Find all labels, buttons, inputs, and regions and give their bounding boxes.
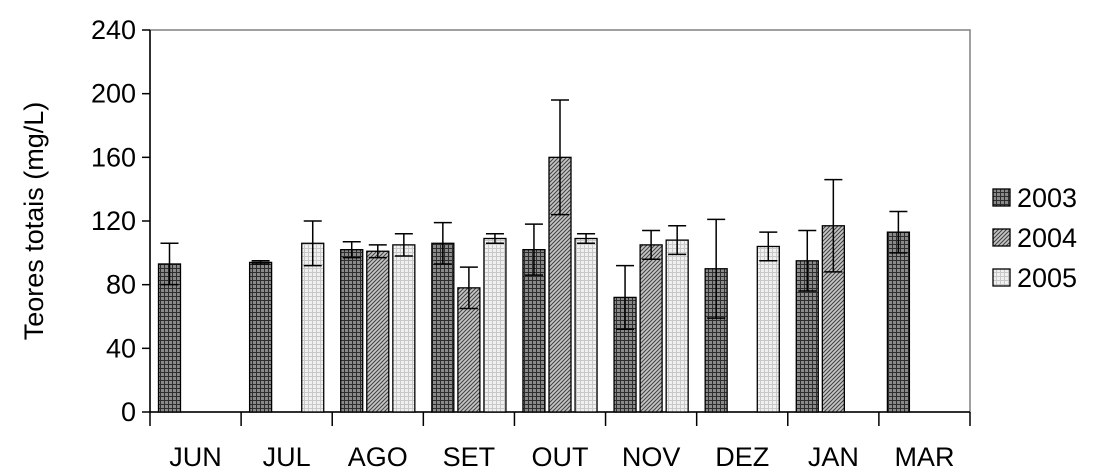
- x-tick-label: AGO: [348, 442, 408, 472]
- y-axis-title: Teores totais (mg/L): [19, 102, 49, 341]
- y-tick-label: 0: [121, 397, 136, 427]
- legend-swatch-2004: [992, 228, 1011, 247]
- x-axis-ticks: JUN JUL AGO SET OUT NOV DEZ JAN MAR: [149, 412, 971, 472]
- error-bars: [160, 99, 908, 330]
- y-tick-label: 160: [91, 142, 136, 172]
- bar-2005-nov: [665, 239, 689, 413]
- bar-2004-nov: [639, 244, 663, 413]
- bar-2004-ago: [366, 250, 390, 413]
- legend-label-2005: 2005: [1017, 263, 1077, 293]
- y-tick-label: 80: [106, 270, 136, 300]
- y-axis-ticks: 0 40 80 120 160 200 240: [91, 15, 150, 427]
- bar-2005-out: [574, 237, 598, 413]
- x-tick-label: SET: [443, 442, 496, 472]
- x-tick-label: JUL: [263, 442, 311, 472]
- x-tick-label: DEZ: [715, 442, 769, 472]
- bar-2003-ago: [340, 248, 364, 413]
- y-tick-label: 200: [91, 79, 136, 109]
- x-tick-label: NOV: [622, 442, 681, 472]
- y-tick-label: 240: [91, 15, 136, 45]
- bar-2003-set: [431, 242, 455, 413]
- legend-swatch-2003: [992, 188, 1011, 207]
- bar-2005-set: [483, 237, 507, 413]
- legend-label-2003: 2003: [1017, 183, 1077, 213]
- bar-2005-ago: [392, 244, 416, 413]
- bar-2003-mar: [886, 231, 911, 413]
- legend-label-2004: 2004: [1017, 223, 1077, 253]
- bar-2005-dez: [756, 245, 780, 413]
- legend: 2003 2004 2005: [992, 183, 1077, 293]
- bar-2005-jul: [301, 242, 325, 413]
- x-tick-label: JAN: [808, 442, 859, 472]
- bar-2003-jul: [248, 261, 273, 413]
- bar-series: [157, 156, 911, 413]
- x-tick-label: MAR: [894, 442, 954, 472]
- x-tick-label: OUT: [532, 442, 589, 472]
- bar-2003-jun: [157, 263, 182, 413]
- y-tick-label: 120: [91, 206, 136, 236]
- x-tick-label: JUN: [169, 442, 222, 472]
- legend-swatch-2005: [992, 268, 1011, 287]
- y-tick-label: 40: [106, 333, 136, 363]
